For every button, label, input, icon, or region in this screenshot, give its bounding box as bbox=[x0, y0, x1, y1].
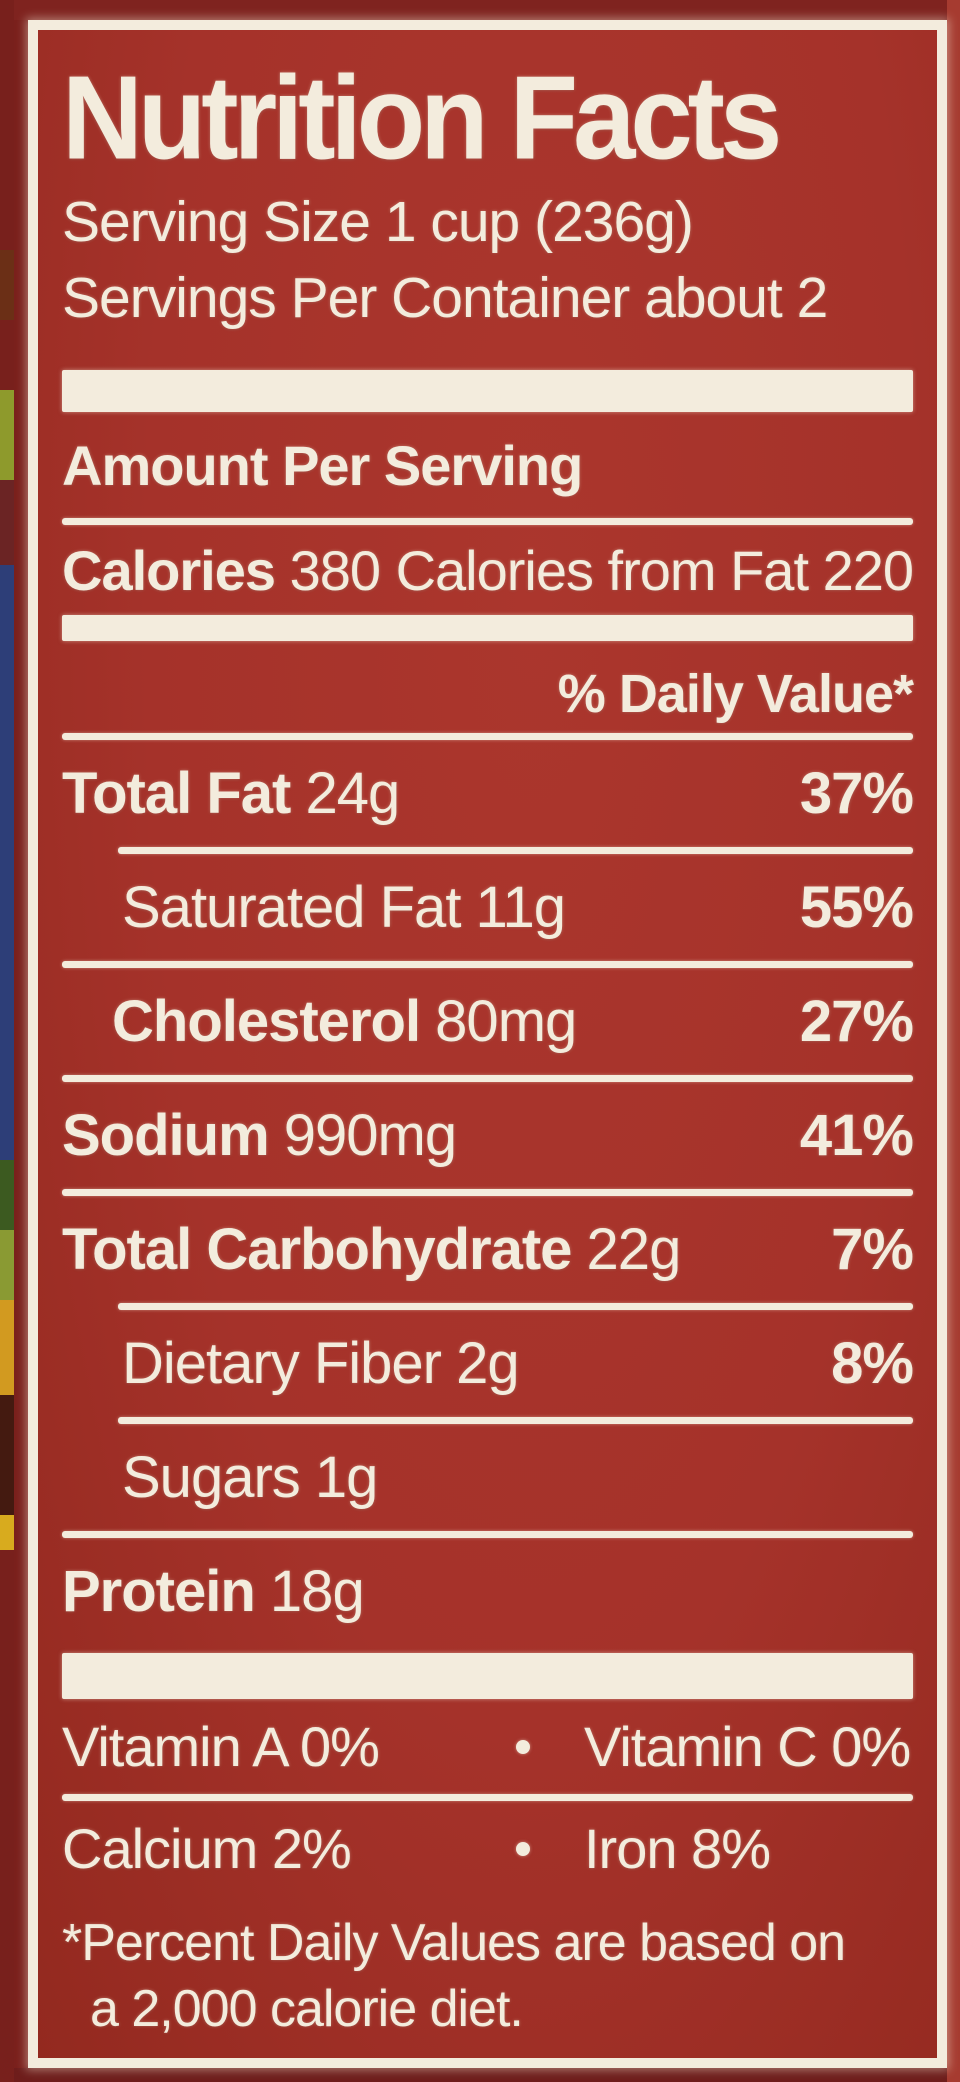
calories-left: Calories 380 bbox=[62, 538, 381, 603]
percent-daily-value-header: % Daily Value* bbox=[557, 664, 914, 724]
photo-edge-right-band bbox=[947, 0, 960, 2082]
nutrient-row: Protein 18g bbox=[62, 1538, 913, 1645]
photo-edge-color-segment bbox=[0, 0, 14, 250]
photo-edge-color-segment bbox=[0, 1395, 14, 1515]
nutrient-name: Sodium bbox=[62, 1103, 270, 1168]
nutrient-daily-value: 37% bbox=[799, 761, 914, 826]
nutrient-amount: 18g bbox=[254, 1559, 365, 1624]
photo-edge-color-segment bbox=[0, 390, 14, 480]
nutrient-rows: Total Fat 24g 37% Saturated Fat 11g 55% … bbox=[62, 740, 914, 1645]
footnote-line-1: *Percent Daily Values are based on bbox=[62, 1914, 846, 1972]
separator bbox=[62, 1794, 913, 1801]
nutrient-name: Dietary Fiber bbox=[122, 1331, 442, 1396]
nutrient-name-and-amount: Protein 18g bbox=[62, 1558, 365, 1625]
thick-divider-bar bbox=[62, 615, 913, 641]
separator bbox=[62, 1075, 913, 1082]
nutrient-name-and-amount: Total Carbohydrate 22g bbox=[62, 1216, 682, 1283]
nutrition-facts-content: Nutrition Facts Serving Size 1 cup (236g… bbox=[38, 30, 937, 2058]
nutrient-amount: 24g bbox=[290, 761, 400, 826]
photo-edge-color-segment bbox=[0, 1300, 14, 1395]
nutrient-name-and-amount: Saturated Fat 11g bbox=[62, 874, 566, 941]
photo-edge-bottom bbox=[0, 2068, 960, 2082]
vitamin-mineral-row: Vitamin A 0% Vitamin C 0% bbox=[62, 1699, 913, 1794]
nutrition-facts-title: Nutrition Facts bbox=[62, 51, 782, 184]
photo-edge-color-segment bbox=[0, 1550, 14, 2082]
photo-edge-color-segment bbox=[0, 480, 14, 565]
photo-edge-color-segment bbox=[0, 1160, 14, 1230]
nutrient-row: Total Fat 24g 37% bbox=[62, 740, 914, 847]
nutrient-name: Total Carbohydrate bbox=[62, 1217, 572, 1282]
photo-edge-left-strip bbox=[0, 0, 14, 2082]
nutrient-name-and-amount: Sugars 1g bbox=[62, 1444, 379, 1511]
vitamin-mineral-row: Calcium 2% Iron 8% bbox=[62, 1801, 913, 1896]
footnote: *Percent Daily Values are based on a 2,0… bbox=[62, 1910, 913, 2042]
servings-per-container-line: Servings Per Container about 2 bbox=[62, 266, 828, 330]
nutrient-amount: 11g bbox=[460, 875, 566, 940]
micro-right-text: Iron 8% bbox=[584, 1817, 771, 1880]
nutrient-daily-value: 41% bbox=[799, 1103, 914, 1168]
calories-from-fat: Calories from Fat 220 bbox=[395, 538, 914, 602]
nutrient-row: Sugars 1g bbox=[62, 1424, 913, 1531]
photo-edge-color-segment bbox=[0, 250, 14, 320]
nutrient-amount: 990mg bbox=[268, 1103, 457, 1168]
serving-size-line: Serving Size 1 cup (236g) bbox=[62, 190, 694, 254]
nutrient-daily-value: 55% bbox=[799, 875, 914, 940]
photo-edge-color-segment bbox=[0, 565, 14, 1160]
nutrient-row: Cholesterol 80mg 27% bbox=[62, 968, 914, 1075]
nutrition-facts-panel: Nutrition Facts Serving Size 1 cup (236g… bbox=[28, 20, 947, 2068]
footnote-line-2: a 2,000 calorie diet. bbox=[90, 1980, 524, 2038]
nutrient-daily-value: 7% bbox=[831, 1217, 914, 1282]
vitamin-mineral-rows: Vitamin A 0% Vitamin C 0% Calcium 2% Iro… bbox=[62, 1699, 913, 1896]
thick-divider-bar bbox=[62, 370, 913, 412]
bullet-dot-icon bbox=[510, 1841, 536, 1856]
nutrient-name-and-amount: Cholesterol 80mg bbox=[62, 988, 577, 1055]
separator bbox=[62, 518, 913, 525]
nutrient-amount: 80mg bbox=[420, 989, 577, 1054]
separator bbox=[118, 1417, 913, 1424]
nutrient-name: Saturated Fat bbox=[122, 875, 461, 940]
bullet-dot-icon bbox=[510, 1739, 536, 1754]
separator bbox=[62, 733, 913, 740]
amount-per-serving-heading: Amount Per Serving bbox=[62, 434, 583, 497]
nutrient-row: Dietary Fiber 2g 8% bbox=[62, 1310, 914, 1417]
separator bbox=[62, 1189, 913, 1196]
nutrient-name-and-amount: Sodium 990mg bbox=[62, 1102, 457, 1169]
photo-edge-color-segment bbox=[0, 320, 14, 390]
nutrient-amount: 1g bbox=[299, 1445, 379, 1510]
nutrient-name: Cholesterol bbox=[112, 989, 421, 1054]
separator bbox=[62, 961, 913, 968]
separator bbox=[118, 1303, 913, 1310]
micro-left-text: Calcium 2% bbox=[62, 1817, 352, 1880]
micro-left-text: Vitamin A 0% bbox=[62, 1715, 380, 1778]
nutrient-amount: 22g bbox=[571, 1217, 682, 1282]
separator bbox=[118, 847, 913, 854]
nutrient-daily-value: 27% bbox=[799, 989, 914, 1054]
separator bbox=[62, 1531, 913, 1538]
nutrient-row: Saturated Fat 11g 55% bbox=[62, 854, 914, 961]
nutrient-row: Total Carbohydrate 22g 7% bbox=[62, 1196, 914, 1303]
photo-edge-color-segment bbox=[0, 1515, 14, 1550]
thick-divider-bar bbox=[62, 1653, 913, 1699]
nutrient-name-and-amount: Dietary Fiber 2g bbox=[62, 1330, 520, 1397]
photo-edge-top bbox=[0, 0, 960, 20]
nutrient-row: Sodium 990mg 41% bbox=[62, 1082, 914, 1189]
micro-right-text: Vitamin C 0% bbox=[584, 1715, 911, 1778]
calories-row: Calories 380 Calories from Fat 220 bbox=[62, 525, 914, 615]
nutrient-name: Protein bbox=[62, 1559, 256, 1624]
nutrient-name-and-amount: Total Fat 24g bbox=[62, 760, 400, 827]
calories-value: 380 bbox=[289, 538, 381, 602]
nutrient-daily-value: 8% bbox=[831, 1331, 914, 1396]
nutrient-name: Sugars bbox=[122, 1445, 301, 1510]
photo-edge-color-segment bbox=[0, 1230, 14, 1300]
calories-label: Calories bbox=[62, 538, 276, 602]
nutrient-amount: 2g bbox=[440, 1331, 520, 1396]
nutrient-name: Total Fat bbox=[62, 761, 291, 826]
